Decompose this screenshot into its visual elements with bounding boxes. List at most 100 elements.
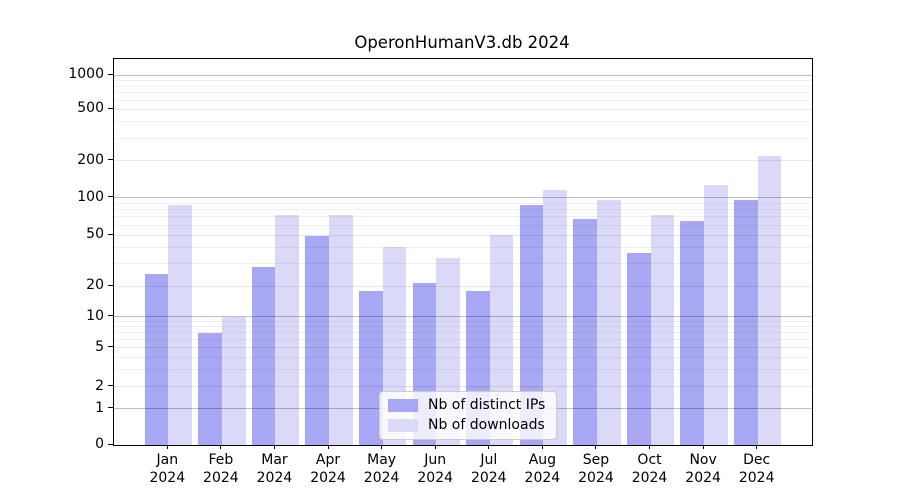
y-tick-mark-1	[108, 407, 113, 409]
year-label: 2024	[738, 469, 775, 486]
x-tick-mark-oct	[649, 445, 651, 449]
year-label: 2024	[203, 469, 239, 486]
x-tick-label-sep: Sep 2024	[561, 452, 631, 487]
x-tick-label-mar: Mar 2024	[239, 452, 309, 487]
gridline-70	[114, 216, 812, 218]
legend-item-distinct-ips: Nb of distinct IPs	[388, 397, 545, 414]
y-tick-mark-500	[108, 107, 113, 109]
gridline-50	[114, 234, 812, 236]
gridline-600	[114, 99, 812, 101]
x-tick-mark-feb	[220, 445, 222, 449]
gridline-9	[114, 320, 812, 322]
month-label: Sep	[582, 452, 610, 468]
bar-downloads-mar	[275, 214, 300, 445]
y-tick-label-1: 1	[95, 399, 104, 416]
y-tick-mark-10	[108, 315, 113, 317]
y-tick-label-1000: 1000	[68, 66, 104, 83]
y-tick-label-100: 100	[77, 188, 104, 205]
bar-distinct-ips-nov	[680, 220, 705, 445]
bar-downloads-aug	[543, 190, 568, 445]
gridline-7	[114, 332, 812, 334]
y-tick-mark-0	[108, 443, 113, 445]
y-tick-label-2: 2	[95, 377, 104, 394]
gridline-60	[114, 224, 812, 226]
x-tick-mark-dec	[756, 445, 758, 449]
x-tick-label-jul: Jul 2024	[454, 452, 524, 487]
y-tick-label-200: 200	[77, 151, 104, 168]
x-tick-mark-aug	[541, 445, 543, 449]
gridline-700	[114, 92, 812, 94]
month-label: Jun	[424, 452, 447, 468]
gridline-1000	[114, 74, 812, 76]
y-tick-mark-100	[108, 196, 113, 198]
bar-distinct-ips-oct	[626, 253, 651, 445]
y-tick-mark-50	[108, 233, 113, 235]
x-tick-label-aug: Aug 2024	[507, 452, 577, 487]
gridline-200	[114, 160, 812, 162]
month-label: Aug	[528, 452, 557, 468]
legend-item-downloads: Nb of downloads	[388, 417, 545, 434]
x-tick-mark-may	[381, 445, 383, 449]
y-tick-mark-1000	[108, 73, 113, 75]
month-label: Oct	[637, 452, 662, 468]
year-label: 2024	[363, 469, 400, 486]
year-label: 2024	[631, 469, 668, 486]
year-label: 2024	[417, 469, 454, 486]
bar-downloads-sep	[596, 200, 621, 445]
bar-downloads-apr	[329, 214, 353, 445]
gridline-30	[114, 262, 812, 264]
year-label: 2024	[256, 469, 293, 486]
y-tick-label-10: 10	[86, 307, 104, 324]
month-label: Apr	[315, 452, 341, 468]
month-label: Jan	[156, 452, 179, 468]
bar-distinct-ips-feb	[198, 332, 222, 445]
bar-downloads-dec	[757, 155, 782, 445]
gridline-4	[114, 356, 812, 358]
gridline-400	[114, 121, 812, 123]
month-label: May	[367, 452, 397, 468]
gridline-80	[114, 209, 812, 211]
y-tick-label-20: 20	[86, 277, 104, 293]
gridline-90	[114, 202, 812, 204]
bar-distinct-ips-jan	[144, 273, 169, 445]
gridline-800	[114, 85, 812, 87]
gridline-40	[114, 246, 812, 248]
gridline-2	[114, 386, 812, 388]
x-tick-mark-jun	[434, 445, 436, 449]
bar-downloads-feb	[221, 316, 246, 445]
year-label: 2024	[310, 469, 346, 486]
x-tick-label-apr: Apr 2024	[293, 452, 363, 487]
y-tick-label-500: 500	[77, 100, 104, 117]
gridline-8	[114, 326, 812, 328]
bar-distinct-ips-apr	[305, 236, 330, 445]
x-tick-label-feb: Feb 2024	[186, 452, 256, 487]
x-tick-label-nov: Nov 2024	[668, 452, 738, 487]
gridline-900	[114, 79, 812, 81]
month-label: Nov	[689, 452, 717, 468]
year-label: 2024	[149, 469, 186, 486]
x-tick-mark-jul	[488, 445, 490, 449]
gridline-5	[114, 347, 812, 349]
bar-downloads-nov	[704, 184, 728, 445]
x-tick-label-dec: Dec 2024	[722, 452, 792, 487]
bar-distinct-ips-aug	[519, 204, 544, 445]
bar-distinct-ips-may	[358, 290, 383, 445]
y-tick-label-5: 5	[95, 338, 104, 355]
x-tick-mark-sep	[595, 445, 597, 449]
year-label: 2024	[578, 469, 614, 486]
y-tick-mark-200	[108, 159, 113, 161]
bar-downloads-jan	[168, 204, 192, 445]
gridline-300	[114, 137, 812, 139]
year-label: 2024	[524, 469, 561, 486]
y-tick-label-0: 0	[95, 436, 104, 452]
y-tick-mark-20	[108, 284, 113, 286]
legend-swatch-downloads	[388, 419, 418, 432]
x-tick-mark-mar	[273, 445, 275, 449]
gridline-10	[114, 316, 812, 318]
x-tick-mark-jan	[166, 445, 168, 449]
year-label: 2024	[470, 469, 507, 486]
month-label: Mar	[261, 452, 288, 468]
gridline-100	[114, 197, 812, 199]
legend-swatch-distinct-ips	[388, 399, 418, 412]
